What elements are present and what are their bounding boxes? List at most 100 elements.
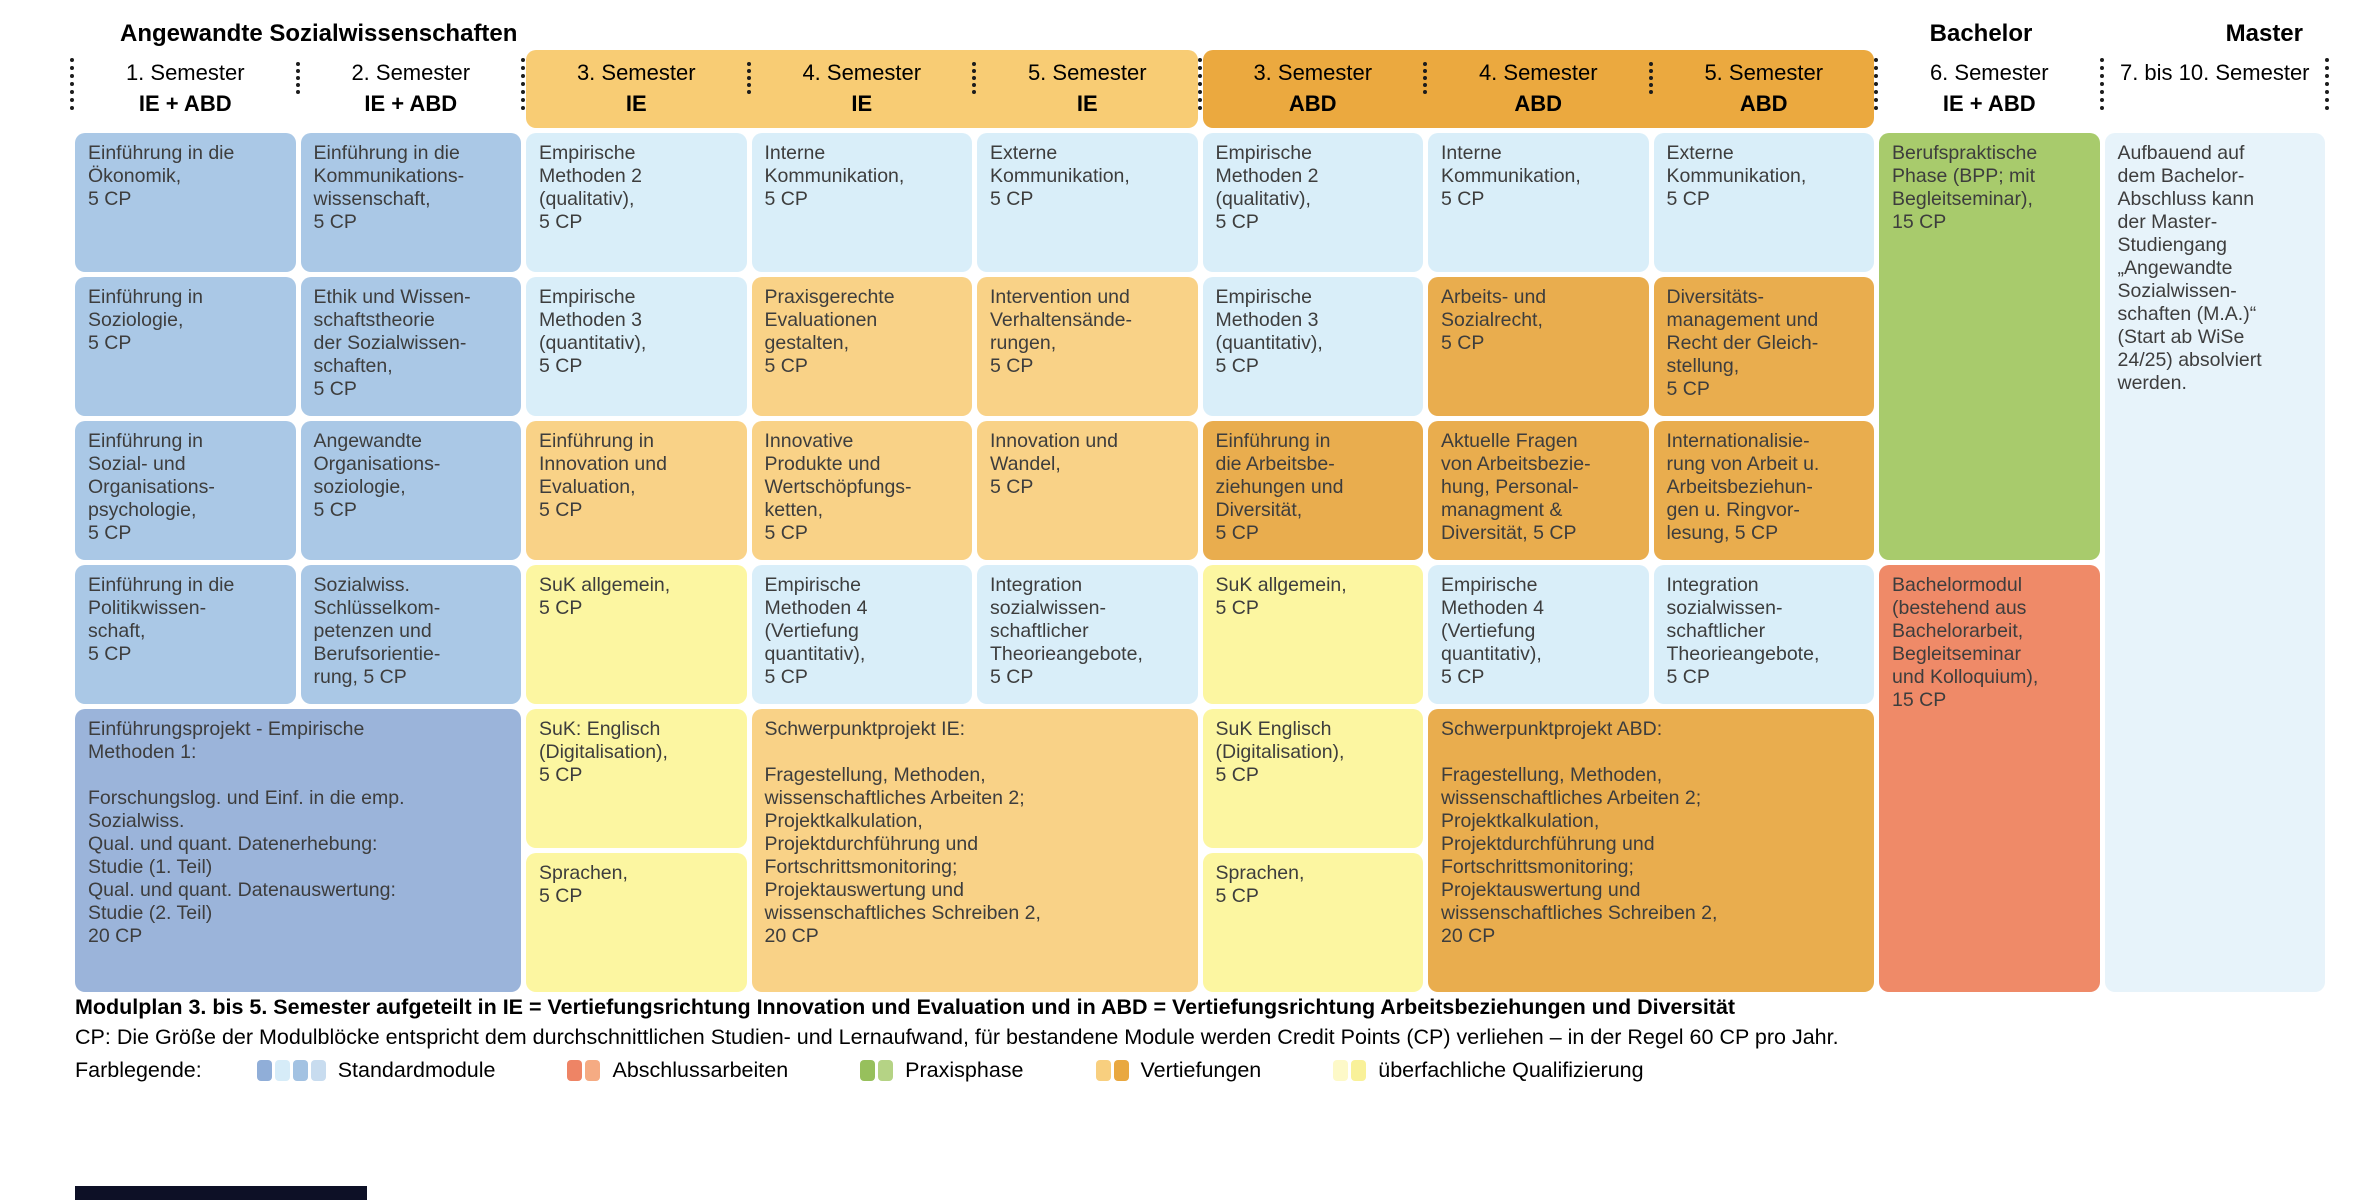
legend-swatch: [292, 1060, 308, 1081]
legend-swatch: [256, 1060, 272, 1081]
module-block: Interne Kommunikation, 5 CP: [1428, 133, 1649, 272]
legend-swatch: [310, 1060, 326, 1081]
track-label: IE: [625, 91, 647, 116]
track-label: IE: [1076, 91, 1098, 116]
module-block: Einführung in die Politikwissen- schaft,…: [75, 565, 296, 704]
track-label: ABD: [1288, 91, 1337, 116]
module-block: Angewandte Organisations- soziologie, 5 …: [300, 421, 521, 560]
legend-title: Farblegende:: [75, 1058, 202, 1082]
page-title: Angewandte Sozialwissenschaften: [120, 20, 518, 47]
module-block: Innovation und Wandel, 5 CP: [977, 421, 1198, 560]
column-separator: [1197, 58, 1202, 110]
legend-swatch: [878, 1060, 894, 1081]
column-header-2: 2. Semester IE + ABD: [295, 50, 522, 128]
column-header-9: 6. Semester IE + ABD: [1874, 50, 2100, 128]
legend-item: Abschlussarbeiten: [567, 1058, 788, 1083]
column-separator: [295, 62, 300, 94]
ie-header-band: [526, 50, 1198, 128]
module-block: Sprachen, 5 CP: [526, 853, 747, 992]
legend-label: Standardmodule: [337, 1058, 496, 1082]
column-header-1: 1. Semester IE + ABD: [70, 50, 296, 128]
module-block: Empirische Methoden 4 (Vertiefung quanti…: [1428, 565, 1649, 704]
legend-swatch: [1351, 1060, 1367, 1081]
semester-label: 4. Semester: [1478, 60, 1598, 85]
track-label: IE + ABD: [138, 91, 232, 116]
module-block: Ethik und Wissen- schaftstheorie der Soz…: [300, 277, 521, 416]
module-block: Einführung in die Arbeitsbe- ziehungen u…: [1202, 421, 1423, 560]
module-block: Sprachen, 5 CP: [1202, 853, 1423, 992]
semester-label: 4. Semester: [802, 60, 922, 85]
module-grid: 1. Semester IE + ABD 2. Semester IE + ABD 3.…: [70, 50, 2329, 992]
legend-swatch: [274, 1060, 290, 1081]
module-block: Integration sozialwissen- schaftlicher T…: [977, 565, 1198, 704]
module-block: Einführung in Soziologie, 5 CP: [75, 277, 296, 416]
legend-swatch: [1095, 1060, 1111, 1081]
module-block: Integration sozialwissen- schaftlicher T…: [1653, 565, 1874, 704]
schwerpunktprojekt-ie-block: Schwerpunktprojekt IE: Fragestellung, Me…: [751, 709, 1198, 992]
module-block: Einführung in Sozial- und Organisations-…: [75, 421, 296, 560]
column-header-4: 4. Semester IE: [746, 50, 973, 128]
footer-cp-note: CP: Die Größe der Modulblöcke entspricht…: [75, 1025, 1839, 1049]
column-header-10: 7. bis 10. Semester: [2099, 50, 2329, 128]
module-block: Empirische Methoden 3 (quantitativ), 5 C…: [526, 277, 747, 416]
berufspraktische-phase-block: Berufspraktische Phase (BPP; mit Begleit…: [1879, 133, 2100, 560]
legend-swatch: [585, 1060, 601, 1081]
module-block: Einführung in die Kommunikations- wissen…: [300, 133, 521, 272]
column-separator: [70, 58, 74, 110]
legend-item: Vertiefungen: [1095, 1058, 1262, 1083]
semester-label: 6. Semester: [1929, 60, 2049, 85]
legend-swatch: [567, 1060, 583, 1081]
column-header-5: 5. Semester IE: [972, 50, 1198, 128]
column-header-7: 4. Semester ABD: [1423, 50, 1649, 128]
legend-label: Praxisphase: [905, 1058, 1024, 1082]
module-block: SuK: Englisch (Digitalisation), 5 CP: [526, 709, 747, 848]
column-header-8: 5. Semester ABD: [1648, 50, 1875, 128]
module-block: Empirische Methoden 4 (Vertiefung quanti…: [751, 565, 972, 704]
column-separator: [746, 62, 751, 94]
bachelormodul-block: Bachelormodul (bestehend aus Bachelorarb…: [1879, 565, 2100, 992]
module-block: SuK Englisch (Digitalisation), 5 CP: [1202, 709, 1423, 848]
module-block: Innovative Produkte und Wertschöpfungs- …: [751, 421, 972, 560]
module-block: Arbeits- und Sozialrecht, 5 CP: [1428, 277, 1649, 416]
module-block: Interne Kommunikation, 5 CP: [751, 133, 972, 272]
color-legend: Farblegende: Standardmodule Abschlussarbe…: [75, 1058, 2335, 1083]
column-header-6: 3. Semester ABD: [1197, 50, 1424, 128]
column-separator: [1648, 62, 1653, 94]
module-block: Sozialwiss. Schlüsselkom- petenzen und B…: [300, 565, 521, 704]
legend-item: Praxisphase: [860, 1058, 1024, 1083]
master-info-block: Aufbauend auf dem Bachelor- Abschluss ka…: [2104, 133, 2325, 992]
legend-item: Standardmodule: [256, 1058, 496, 1083]
legend-item: überfachliche Qualifizierung: [1333, 1058, 1644, 1083]
column-separator: [972, 62, 976, 94]
semester-label: 7. bis 10. Semester: [2119, 60, 2310, 85]
legend-label: Vertiefungen: [1140, 1058, 1262, 1082]
column-separator: [2099, 58, 2104, 110]
module-block: SuK allgemein, 5 CP: [1202, 565, 1423, 704]
module-block: Diversitäts- management und Recht der Gl…: [1653, 277, 1874, 416]
track-label: ABD: [1514, 91, 1563, 116]
module-block: Empirische Methoden 2 (qualitativ), 5 CP: [526, 133, 747, 272]
legend-label: Abschlussarbeiten: [612, 1058, 789, 1082]
schwerpunktprojekt-abd-block: Schwerpunktprojekt ABD: Fragestellung, M…: [1428, 709, 1874, 992]
column-separator: [1423, 62, 1427, 94]
semester-label: 5. Semester: [1027, 60, 1147, 85]
legend-swatch: [860, 1060, 876, 1081]
master-label: Master: [2225, 20, 2303, 47]
abd-header-band: [1202, 50, 1874, 128]
module-block: Empirische Methoden 2 (qualitativ), 5 CP: [1202, 133, 1423, 272]
module-block: Externe Kommunikation, 5 CP: [1653, 133, 1874, 272]
semester-label: 3. Semester: [1253, 60, 1373, 85]
legend-label: überfachliche Qualifizierung: [1378, 1058, 1644, 1082]
module-block: Empirische Methoden 3 (quantitativ), 5 C…: [1202, 277, 1423, 416]
track-label: ABD: [1739, 91, 1788, 116]
semester-label: 1. Semester: [125, 60, 245, 85]
semester-label: 5. Semester: [1704, 60, 1824, 85]
bachelor-label: Bachelor: [1929, 20, 2033, 47]
legend-groups: Standardmodule Abschlussarbeiten Praxispha…: [256, 1058, 1644, 1083]
module-block: Einführung in die Ökonomik, 5 CP: [75, 133, 296, 272]
bottom-cutoff-bar: [75, 1186, 367, 1200]
module-block: Intervention und Verhaltensände- rungen,…: [977, 277, 1198, 416]
track-label: IE: [851, 91, 873, 116]
track-label: IE + ABD: [1942, 91, 2036, 116]
